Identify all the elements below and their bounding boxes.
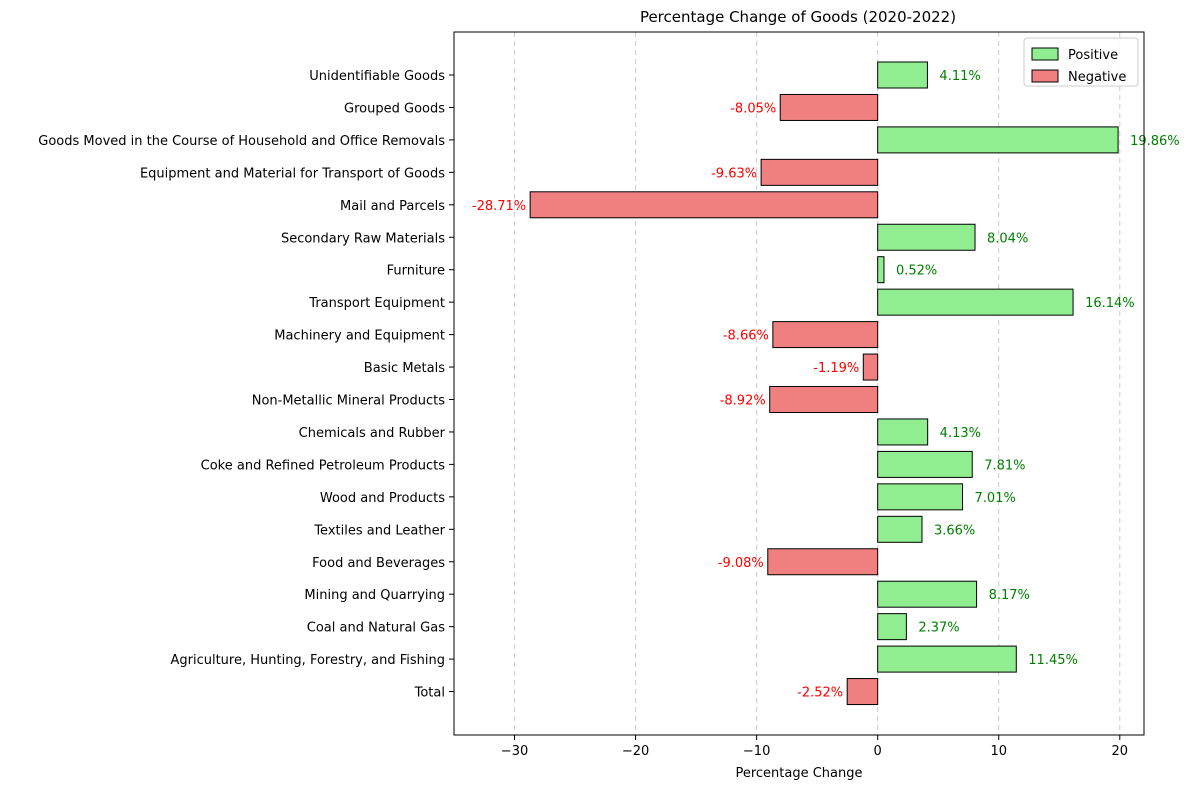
x-tick-label: 10	[990, 744, 1007, 759]
category-label: Transport Equipment	[308, 296, 445, 311]
x-tick-label: 0	[874, 744, 882, 759]
bar	[877, 483, 964, 511]
value-label: 2.37%	[918, 621, 959, 636]
value-label: -9.08%	[718, 556, 764, 571]
bar	[877, 613, 907, 641]
value-label: -8.92%	[720, 394, 766, 409]
category-label: Wood and Products	[320, 491, 445, 506]
value-label: 11.45%	[1028, 653, 1078, 668]
plot-frame	[453, 31, 1145, 736]
category-label: Equipment and Material for Transport of …	[140, 166, 445, 181]
category-label: Mining and Quarrying	[304, 588, 445, 603]
bar	[877, 580, 978, 608]
x-tick-labels: −30 −20 −10 0 10 20	[501, 735, 1128, 759]
bar	[760, 158, 879, 186]
x-axis-label: Percentage Change	[735, 766, 862, 781]
bar	[877, 126, 1119, 154]
x-tick-label: −20	[622, 744, 649, 759]
bar	[877, 645, 1017, 673]
legend-swatch	[1031, 47, 1059, 61]
value-label: 3.66%	[934, 523, 975, 538]
bar	[769, 386, 879, 413]
value-label: 19.86%	[1130, 134, 1180, 149]
value-labels: 4.11% -8.05% 19.86% -9.63% -28.71% 8.04% 0.52%…	[472, 69, 1180, 701]
legend: Positive Negative	[1023, 37, 1139, 87]
bar	[767, 548, 879, 576]
y-tick-labels: Unidentifiable Goods Grouped Goods Goods M…	[38, 69, 454, 701]
bars	[529, 61, 1119, 706]
value-label: -9.63%	[711, 166, 757, 181]
category-label: Basic Metals	[364, 361, 445, 376]
value-label: 7.01%	[975, 491, 1016, 506]
bar	[877, 256, 885, 284]
category-label: Goods Moved in the Course of Household a…	[38, 134, 445, 149]
bar	[846, 678, 879, 706]
category-label: Mail and Parcels	[340, 199, 445, 214]
bar	[772, 321, 879, 349]
x-tick-label: 20	[1112, 744, 1129, 759]
category-label: Coal and Natural Gas	[307, 621, 445, 636]
chart-title: Percentage Change of Goods (2020-2022)	[640, 8, 956, 26]
category-label: Machinery and Equipment	[274, 329, 445, 344]
value-label: 4.11%	[939, 69, 980, 84]
category-label: Unidentifiable Goods	[309, 69, 445, 84]
bar	[877, 515, 923, 543]
value-label: 8.17%	[989, 588, 1030, 603]
value-label: 0.52%	[896, 264, 937, 279]
category-label: Chemicals and Rubber	[299, 426, 446, 441]
bar	[877, 61, 928, 89]
bar	[779, 93, 879, 121]
category-label: Food and Beverages	[312, 556, 445, 571]
bar	[529, 191, 879, 219]
value-label: 8.04%	[987, 231, 1028, 246]
category-label: Coke and Refined Petroleum Products	[201, 458, 446, 473]
value-label: 16.14%	[1085, 296, 1135, 311]
category-label: Secondary Raw Materials	[281, 231, 445, 246]
x-tick-label: −10	[743, 744, 770, 759]
value-label: -8.05%	[730, 101, 776, 116]
bar	[877, 288, 1074, 316]
category-label: Non-Metallic Mineral Products	[252, 394, 445, 409]
bar	[877, 223, 976, 251]
category-label: Grouped Goods	[344, 101, 445, 116]
value-label: 4.13%	[940, 426, 981, 441]
legend-swatch	[1031, 69, 1059, 83]
bar	[877, 450, 973, 478]
category-label: Furniture	[387, 264, 445, 279]
x-tick-label: −30	[501, 744, 528, 759]
value-label: -1.19%	[813, 361, 859, 376]
legend-entry: Positive	[1068, 48, 1118, 63]
value-label: -28.71%	[472, 199, 526, 214]
category-label: Textiles and Leather	[313, 523, 445, 538]
category-label: Agriculture, Hunting, Forestry, and Fish…	[170, 653, 445, 668]
category-label: Total	[414, 686, 445, 701]
value-label: -8.66%	[723, 329, 769, 344]
value-label: -2.52%	[797, 686, 843, 701]
bar	[862, 353, 879, 381]
legend-entry: Negative	[1068, 70, 1126, 85]
value-label: 7.81%	[984, 458, 1025, 473]
bar	[877, 418, 929, 446]
